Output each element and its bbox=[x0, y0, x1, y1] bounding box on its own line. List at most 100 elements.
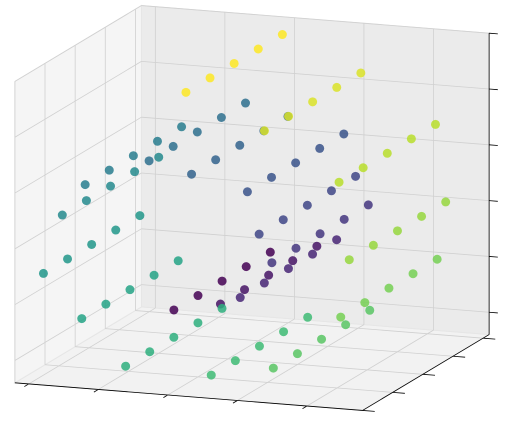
z-tick bbox=[489, 256, 498, 258]
point bbox=[284, 111, 294, 121]
point bbox=[87, 239, 97, 249]
point bbox=[80, 180, 90, 190]
point bbox=[125, 285, 135, 295]
point bbox=[339, 214, 349, 224]
point bbox=[104, 165, 114, 175]
point bbox=[193, 318, 203, 328]
grid-line bbox=[14, 228, 142, 306]
point bbox=[173, 256, 183, 266]
point bbox=[303, 312, 313, 322]
point bbox=[288, 256, 298, 266]
grid-line bbox=[141, 5, 490, 34]
point bbox=[241, 98, 251, 108]
z-tick bbox=[489, 32, 498, 35]
point bbox=[235, 140, 245, 150]
point bbox=[57, 210, 67, 220]
point bbox=[315, 229, 325, 239]
point bbox=[135, 211, 145, 221]
point bbox=[334, 177, 344, 187]
point bbox=[384, 283, 394, 293]
point bbox=[277, 30, 287, 40]
grid-line bbox=[306, 329, 434, 407]
point bbox=[211, 155, 221, 165]
point bbox=[77, 314, 87, 324]
grid-line bbox=[14, 61, 142, 138]
point bbox=[38, 268, 48, 278]
point bbox=[254, 229, 264, 239]
y-tick bbox=[362, 410, 375, 412]
point bbox=[363, 200, 373, 210]
grid-line bbox=[167, 318, 295, 396]
point bbox=[235, 293, 245, 303]
point bbox=[192, 127, 202, 137]
point bbox=[242, 187, 252, 197]
point bbox=[81, 196, 91, 206]
point bbox=[168, 141, 178, 151]
y-tick bbox=[422, 373, 436, 376]
grid-line bbox=[14, 284, 142, 361]
point bbox=[368, 240, 378, 250]
point bbox=[259, 278, 269, 288]
x-tick bbox=[93, 389, 99, 393]
grid-line bbox=[237, 324, 365, 401]
point bbox=[253, 44, 263, 54]
point bbox=[432, 254, 442, 264]
y-tick bbox=[392, 391, 405, 394]
point bbox=[351, 171, 361, 181]
point bbox=[283, 264, 293, 274]
pane-back bbox=[140, 5, 490, 336]
y-axis bbox=[362, 334, 490, 411]
point bbox=[254, 341, 264, 351]
grid-line bbox=[105, 328, 453, 357]
point bbox=[278, 215, 288, 225]
point bbox=[291, 243, 301, 253]
point bbox=[406, 134, 416, 144]
point bbox=[152, 136, 162, 146]
point bbox=[267, 258, 277, 268]
grid-line bbox=[135, 310, 484, 339]
grid-line bbox=[28, 307, 156, 385]
grid-line bbox=[98, 313, 226, 390]
grid-line bbox=[44, 364, 393, 393]
y-tick bbox=[452, 355, 466, 358]
point bbox=[264, 270, 274, 280]
point bbox=[259, 126, 269, 136]
x-tick bbox=[232, 400, 238, 404]
point bbox=[241, 262, 251, 272]
point bbox=[317, 334, 327, 344]
grid-line bbox=[14, 116, 142, 194]
point bbox=[315, 143, 325, 153]
point bbox=[169, 305, 179, 315]
point bbox=[356, 68, 366, 78]
grid-line bbox=[141, 60, 490, 90]
point bbox=[205, 73, 215, 83]
point bbox=[169, 332, 179, 342]
grid-line bbox=[141, 116, 490, 146]
x-tick bbox=[24, 383, 29, 387]
point bbox=[106, 181, 116, 191]
point bbox=[181, 87, 191, 97]
point bbox=[111, 225, 121, 235]
point bbox=[144, 156, 154, 166]
point bbox=[121, 361, 131, 371]
grid-line bbox=[75, 346, 423, 375]
point bbox=[206, 370, 216, 380]
point bbox=[130, 167, 140, 177]
point bbox=[193, 291, 203, 301]
z-tick bbox=[489, 88, 498, 91]
point bbox=[240, 285, 250, 295]
point bbox=[154, 152, 164, 162]
point bbox=[265, 247, 275, 257]
point bbox=[292, 349, 302, 359]
point bbox=[302, 200, 312, 210]
point bbox=[417, 211, 427, 221]
point bbox=[312, 241, 322, 251]
point bbox=[358, 163, 368, 173]
point bbox=[332, 82, 342, 92]
point bbox=[279, 327, 289, 337]
z-tick bbox=[489, 311, 498, 314]
point bbox=[382, 148, 392, 158]
grid-line bbox=[141, 172, 490, 202]
x-axis bbox=[14, 382, 363, 411]
point bbox=[365, 305, 375, 315]
